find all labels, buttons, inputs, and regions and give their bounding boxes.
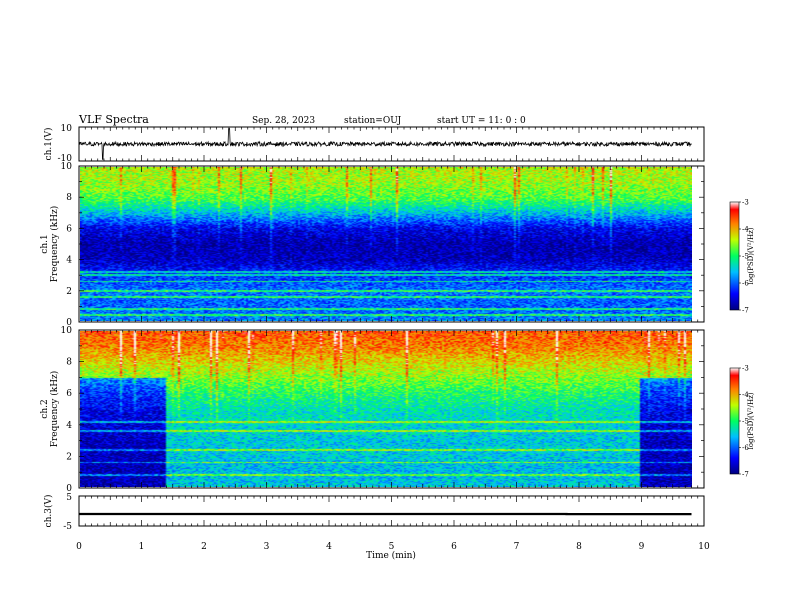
freq-tick-label: 8 (66, 358, 72, 368)
colorbar-tick-label: -4 (742, 391, 749, 399)
x-tick-label: 8 (576, 542, 582, 552)
ch2-colorbar (729, 367, 740, 475)
colorbar-tick-label: -3 (742, 365, 749, 373)
colorbar-tick-label: -7 (742, 307, 749, 315)
colorbar-tick-label: -3 (742, 199, 749, 207)
freq-tick-label: 2 (66, 452, 72, 462)
ch1-colorbar (729, 201, 740, 311)
ch1-y-tick-label: 10 (61, 124, 73, 134)
freq-tick-label: 0 (66, 484, 72, 494)
ch1-spectrogram-ylabel: ch.1 Frequency (kHz) (40, 206, 60, 283)
colorbar-tick-label: -7 (742, 471, 749, 479)
freq-tick-label: 0 (66, 318, 72, 328)
x-tick-label: 3 (264, 542, 270, 552)
x-tick-label: 4 (326, 542, 332, 552)
ch2-colorbar-label: log(PSD)(V²/Hz) (747, 392, 755, 449)
x-tick-label: 10 (698, 542, 710, 552)
ch1-ylabel-line2: Frequency (kHz) (49, 206, 60, 283)
x-tick-label: 5 (389, 542, 395, 552)
freq-tick-label: 10 (61, 326, 73, 336)
ch3-y-tick-label: -5 (63, 522, 72, 532)
ch1-y-tick-label: -10 (58, 154, 73, 164)
colorbar-ticks: -3 -4 -5 -6 -7 -3 -4 -5 -6 -7 (739, 199, 749, 479)
start-time-label: start UT = 11: 0 : 0 (437, 116, 526, 126)
colorbar-tick-label: -4 (742, 226, 749, 234)
x-tick-label: 7 (514, 542, 520, 552)
ch2-spectrogram-image (80, 331, 692, 487)
freq-tick-label: 4 (66, 421, 72, 431)
ch1-waveform-trace (78, 128, 692, 160)
ch2-spectrogram-ylabel: ch.2 Frequency (kHz) (40, 371, 60, 448)
x-tick-label: 9 (639, 542, 645, 552)
freq-tick-label: 4 (66, 256, 72, 266)
ch3-level-ylabel: ch.3(V) (43, 495, 54, 528)
freq-tick-label: 8 (66, 193, 72, 203)
colorbar-tick-label: -6 (742, 444, 749, 452)
freq-tick-label: 6 (66, 224, 72, 234)
ch1-colorbar-label: log(PSD)(V²/Hz) (747, 227, 755, 284)
ch2-ylabel-line2: Frequency (kHz) (49, 371, 60, 448)
ch2-ylabel-line1: ch.2 (40, 399, 50, 418)
x-axis-label: Time (min) (366, 550, 416, 561)
station-label: station=OUJ (344, 116, 402, 126)
freq-tick-label: 2 (66, 287, 72, 297)
date-label: Sep. 28, 2023 (252, 116, 315, 126)
ch1-spectrogram-image (80, 167, 692, 321)
x-tick-label: 6 (451, 542, 457, 552)
figure-title: VLF Spectra (78, 113, 149, 126)
colorbar-tick-label: -6 (742, 280, 749, 288)
colorbar-tick-label: -5 (742, 253, 749, 261)
ch3-y-tick-label: 5 (66, 493, 72, 503)
freq-tick-label: 6 (66, 389, 72, 399)
axis-ticks (78, 127, 705, 526)
x-tick-label: 0 (76, 542, 82, 552)
x-tick-label: 1 (139, 542, 145, 552)
colorbar-tick-label: -5 (742, 418, 749, 426)
freq-tick-label: 10 (61, 162, 73, 172)
x-tick-label: 2 (201, 542, 207, 552)
ch1-waveform-ylabel: ch.1(V) (43, 128, 54, 161)
ch1-ylabel-line1: ch.1 (40, 234, 50, 253)
